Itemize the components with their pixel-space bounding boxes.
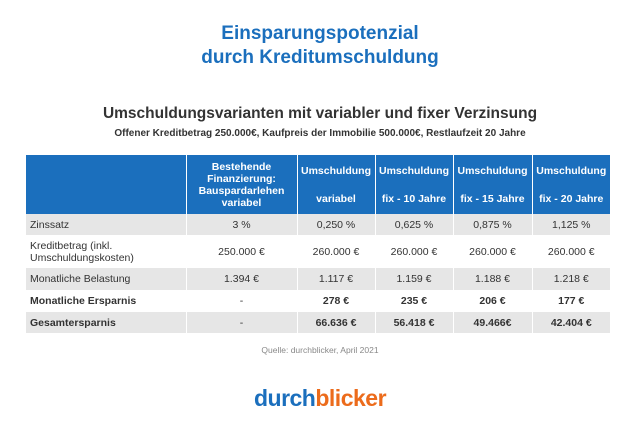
row-label: Zinssatz bbox=[26, 214, 186, 235]
table-row: Kreditbetrag (inkl. Umschuldungskosten) 2… bbox=[26, 235, 610, 268]
header-fix-10: Umschuldung fix - 10 Jahre bbox=[374, 155, 453, 214]
cell: 206 € bbox=[452, 290, 532, 312]
table-description: Offener Kreditbetrag 250.000€, Kaufpreis… bbox=[114, 128, 526, 139]
cell: 66.636 € bbox=[296, 312, 375, 333]
row-label: Monatliche Ersparnis bbox=[30, 295, 137, 307]
cell: 260.000 € bbox=[296, 235, 375, 268]
row-label: Kreditbetrag (inkl. Umschuldungskosten) bbox=[30, 239, 134, 264]
cell: 49.466€ bbox=[452, 312, 532, 333]
cell: 278 € bbox=[296, 290, 375, 312]
row-label: Monatliche Belastung bbox=[26, 268, 186, 290]
durchblicker-logo: durchblicker bbox=[0, 385, 640, 412]
header-empty bbox=[26, 155, 186, 214]
header-bottom: fix - 20 Jahre bbox=[539, 192, 604, 205]
page-title: Einsparungspotenzial durch Kreditumschul… bbox=[0, 22, 640, 70]
cell: 260.000 € bbox=[374, 235, 453, 268]
title-line-1: Einsparungspotenzial bbox=[221, 23, 419, 44]
cell: 1.218 € bbox=[531, 268, 610, 290]
cell: 250.000 € bbox=[185, 235, 297, 268]
cell: 0,250 % bbox=[296, 214, 375, 235]
cell: 1,125 % bbox=[531, 214, 610, 235]
header-variabel: Umschuldung variabel bbox=[296, 155, 375, 214]
row-label: Gesamtersparnis bbox=[26, 312, 186, 333]
header-top: Umschuldung bbox=[536, 164, 607, 177]
logo-part-1: durch bbox=[253, 385, 316, 411]
cell: - bbox=[185, 290, 297, 312]
logo-part-2: blicker bbox=[315, 385, 387, 411]
cell: 0,625 % bbox=[374, 214, 453, 235]
table-header-row: Bestehende Finanzierung: Bauspardarlehen… bbox=[26, 155, 610, 214]
header-top: Umschuldung bbox=[379, 164, 449, 177]
cell: - bbox=[185, 312, 297, 333]
cell: 3 % bbox=[185, 214, 297, 235]
cell: 1.117 € bbox=[296, 268, 375, 290]
header-bottom: fix - 15 Jahre bbox=[460, 192, 525, 205]
cell: 1.394 € bbox=[185, 268, 297, 290]
title-line-2: durch Kreditumschuldung bbox=[201, 47, 439, 68]
header-bestehende: Bestehende Finanzierung: Bauspardarlehen… bbox=[185, 155, 297, 214]
cell: 235 € bbox=[374, 290, 453, 312]
table-row: Monatliche Belastung 1.394 €1.117 €1.159 … bbox=[26, 268, 610, 290]
table-row: Gesamtersparnis -66.636 €56.418 €49.466€ 4… bbox=[26, 312, 610, 333]
header-fix-20: Umschuldung fix - 20 Jahre bbox=[531, 155, 610, 214]
comparison-table: Bestehende Finanzierung: Bauspardarlehen… bbox=[26, 155, 610, 333]
table-row: Monatliche Ersparnis -278 €235 €206 €177 … bbox=[26, 290, 610, 312]
header-bottom: variabel bbox=[316, 192, 356, 205]
header-fix-15: Umschuldung fix - 15 Jahre bbox=[452, 155, 532, 214]
cell: 1.159 € bbox=[374, 268, 453, 290]
header-top: Umschuldung bbox=[301, 164, 371, 177]
cell: 177 € bbox=[531, 290, 610, 312]
header-top: Umschuldung bbox=[457, 164, 528, 177]
cell: 260.000 € bbox=[531, 235, 610, 268]
cell: 1.188 € bbox=[452, 268, 532, 290]
table-row: Zinssatz 3 % 0,250 % 0,625 % 0,875 % 1,125 % bbox=[26, 214, 610, 235]
table-subtitle: Umschuldungsvarianten mit variabler und … bbox=[102, 105, 538, 122]
header-bottom: fix - 10 Jahre bbox=[381, 192, 447, 205]
cell: 56.418 € bbox=[374, 312, 453, 333]
cell: 42.404 € bbox=[531, 312, 610, 333]
cell: 0,875 % bbox=[452, 214, 532, 235]
source-note: Quelle: durchblicker, April 2021 bbox=[261, 345, 379, 355]
cell: 260.000 € bbox=[452, 235, 532, 268]
